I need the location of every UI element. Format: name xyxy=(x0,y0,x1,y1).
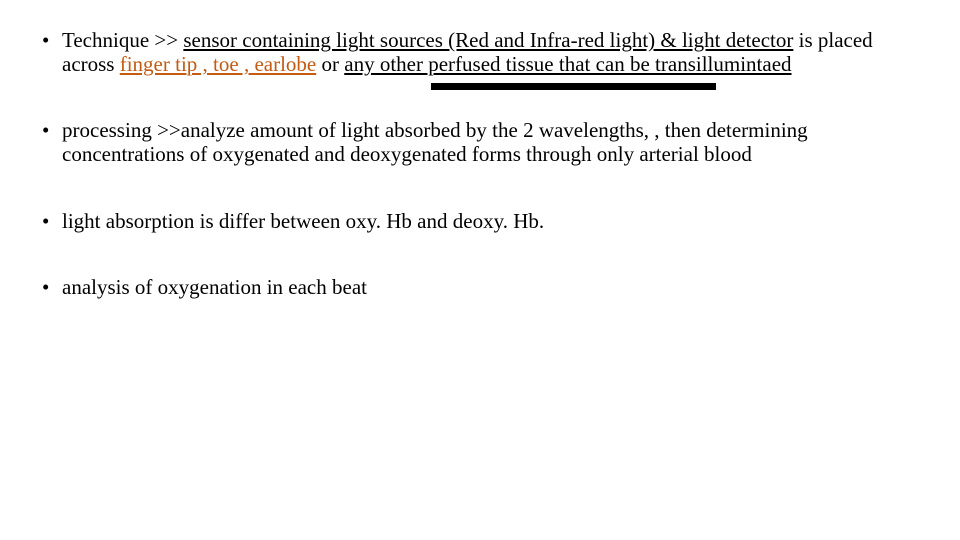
black-bar xyxy=(431,83,716,90)
text-absorption: light absorption is differ between oxy. … xyxy=(62,209,544,233)
bullet-processing: processing >>analyze amount of light abs… xyxy=(40,118,920,166)
text-technique-label: Technique >> xyxy=(62,28,183,52)
bullet-absorption: light absorption is differ between oxy. … xyxy=(40,209,920,233)
bullet-technique: Technique >> sensor containing light sou… xyxy=(40,28,920,76)
bullet-analysis: analysis of oxygenation in each beat xyxy=(40,275,920,299)
text-or: or xyxy=(316,52,344,76)
text-processing: processing >>analyze amount of light abs… xyxy=(62,118,808,166)
slide: Technique >> sensor containing light sou… xyxy=(0,0,960,540)
text-sensor-underlined: sensor containing light sources (Red and… xyxy=(183,28,793,52)
text-analysis: analysis of oxygenation in each beat xyxy=(62,275,367,299)
bullet-list: Technique >> sensor containing light sou… xyxy=(40,28,920,299)
text-sites-underlined: finger tip , toe , earlobe xyxy=(120,52,317,76)
text-perfused-underlined: any other perfused tissue that can be tr… xyxy=(344,52,791,76)
